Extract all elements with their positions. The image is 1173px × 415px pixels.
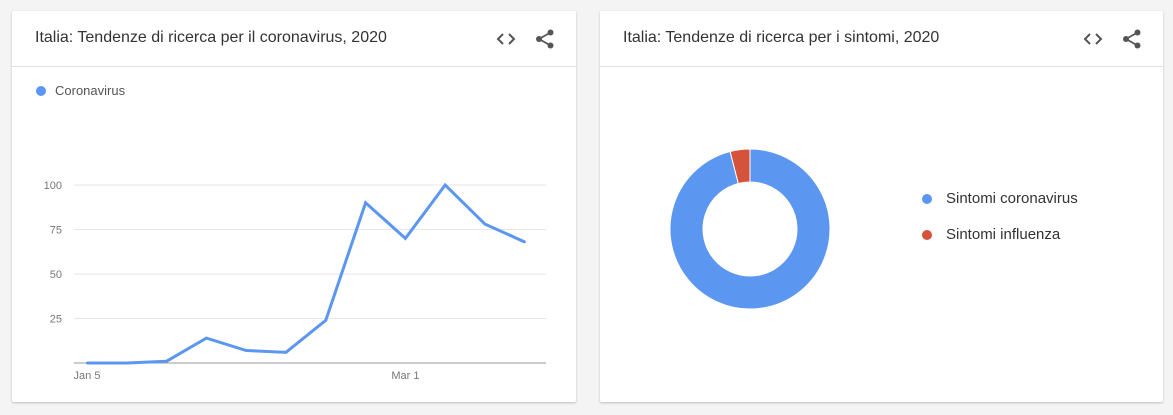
legend-dot <box>36 85 46 96</box>
legend-label: Coronavirus <box>55 83 126 98</box>
series-line-coronavirus <box>87 182 526 365</box>
y-tick-label: 50 <box>50 269 62 281</box>
legend-item-sintomi-influenza: Sintomi influenza <box>922 226 1060 243</box>
y-tick-label: 75 <box>50 225 62 237</box>
code-icon[interactable] <box>495 28 517 50</box>
data-point <box>364 201 367 204</box>
y-tick-label: 25 <box>50 314 62 326</box>
code-icon[interactable] <box>1082 28 1104 50</box>
data-point <box>85 361 89 365</box>
data-point <box>125 361 128 365</box>
legend-dot <box>922 229 932 240</box>
card-coronavirus-trend: Italia: Tendenze di ricerca per il coron… <box>12 11 576 402</box>
legend-item-sintomi-coronavirus: Sintomi coronavirus <box>922 190 1078 207</box>
data-point <box>404 237 407 240</box>
legend-item-coronavirus: Coronavirus <box>36 83 125 98</box>
card-header: Italia: Tendenze di ricerca per il coron… <box>12 11 576 67</box>
x-tick-label: Mar 1 <box>391 370 419 382</box>
donut-chart <box>669 148 831 310</box>
share-icon[interactable] <box>1121 28 1143 50</box>
data-point <box>324 319 327 322</box>
data-point <box>245 349 248 352</box>
legend-label: Sintomi influenza <box>946 226 1061 243</box>
line-chart: 25 50 75 100 Jan 5 Mar 1 <box>44 180 546 382</box>
legend-dot <box>922 193 932 204</box>
data-point <box>284 351 288 354</box>
card-title: Italia: Tendenze di ricerca per il coron… <box>35 29 387 46</box>
share-icon[interactable] <box>534 28 556 50</box>
data-point <box>444 183 447 187</box>
donut-slice-sintomi-coronavirus <box>669 148 831 310</box>
card-header: Italia: Tendenze di ricerca per i sintom… <box>600 11 1163 67</box>
data-point <box>523 240 526 244</box>
legend-label: Sintomi coronavirus <box>946 190 1078 207</box>
donut-slice-sintomi-influenza <box>729 148 751 185</box>
card-symptoms-trend: Italia: Tendenze di ricerca per i sintom… <box>600 11 1163 402</box>
data-point <box>205 336 208 340</box>
data-point <box>483 222 487 226</box>
y-tick-label: 100 <box>44 180 62 192</box>
x-tick-label: Jan 5 <box>74 370 101 382</box>
data-point <box>165 360 168 363</box>
card-title: Italia: Tendenze di ricerca per i sintom… <box>623 29 940 46</box>
